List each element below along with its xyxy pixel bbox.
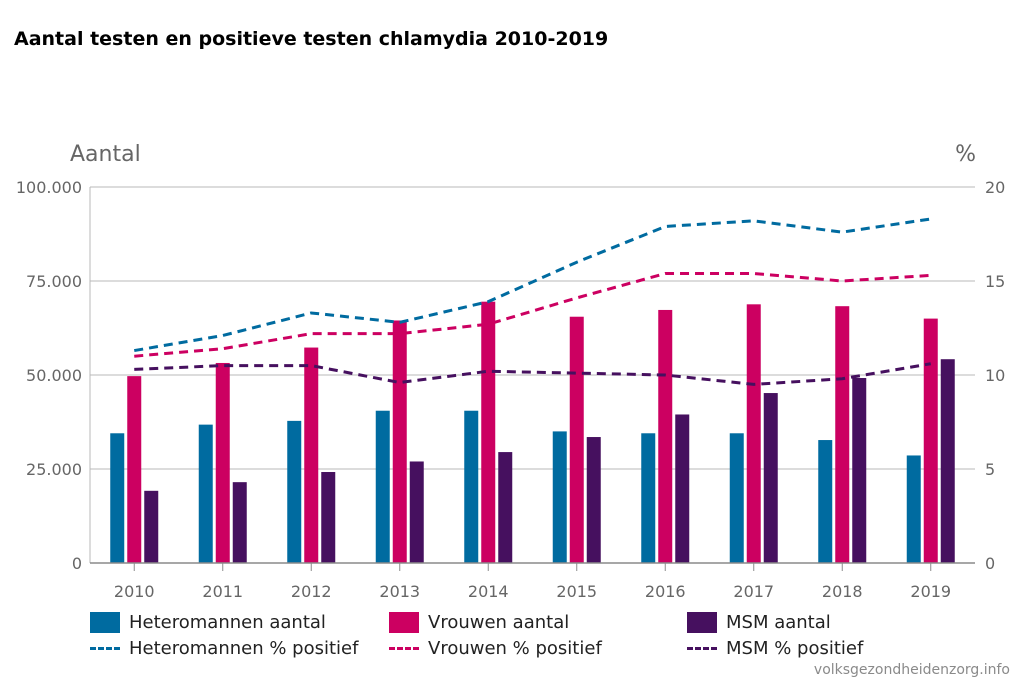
y-tick-label-left: 50.000 xyxy=(26,366,82,385)
legend-item: MSM % positief xyxy=(687,638,863,659)
series-line xyxy=(134,362,932,386)
y-tick-label-right: 0 xyxy=(985,554,995,573)
bar xyxy=(923,318,938,563)
y-axis-title-left: Aantal xyxy=(70,142,141,167)
bar xyxy=(940,359,955,563)
legend-dash xyxy=(687,647,717,650)
x-tick-label: 2013 xyxy=(379,582,420,601)
y-tick-label-left: 0 xyxy=(72,554,82,573)
legend-label: Heteromannen aantal xyxy=(129,612,326,633)
y-tick-label-left: 25.000 xyxy=(26,460,82,479)
y-tick-label-right: 15 xyxy=(985,272,1005,291)
bar xyxy=(375,410,390,563)
x-tick-label: 2011 xyxy=(202,582,243,601)
legend-item: Vrouwen % positief xyxy=(389,638,602,659)
x-tick-label: 2014 xyxy=(468,582,509,601)
bar xyxy=(321,472,336,563)
x-tick-label: 2012 xyxy=(291,582,332,601)
bar xyxy=(287,420,302,563)
legend-item: MSM aantal xyxy=(687,612,831,633)
x-tick-label: 2010 xyxy=(114,582,155,601)
y-tick-label-left: 100.000 xyxy=(16,178,82,197)
y-tick-label-right: 5 xyxy=(985,460,995,479)
legend-item: Heteromannen aantal xyxy=(90,612,326,633)
legend-label: Vrouwen % positief xyxy=(428,638,602,659)
legend-item: Vrouwen aantal xyxy=(389,612,569,633)
bar xyxy=(498,452,513,563)
bar xyxy=(658,309,673,563)
series-line xyxy=(133,217,931,353)
x-tick-label: 2017 xyxy=(733,582,774,601)
legend-swatch xyxy=(687,612,717,633)
bar xyxy=(304,347,319,563)
bar xyxy=(586,437,601,563)
source-credit: volksgezondheidenzorg.info xyxy=(813,662,1010,678)
bar xyxy=(110,433,125,563)
legend-label: MSM aantal xyxy=(726,612,831,633)
legend-label: Vrouwen aantal xyxy=(428,612,570,633)
x-tick-label: 2015 xyxy=(556,582,597,601)
legend-swatch xyxy=(389,612,419,633)
bar xyxy=(675,414,690,563)
legend-dash xyxy=(90,647,120,650)
chart-title: Aantal testen en positieve testen chlamy… xyxy=(14,28,609,50)
bar xyxy=(481,301,496,563)
bar xyxy=(746,304,761,563)
bar xyxy=(569,316,584,563)
x-tick-label: 2018 xyxy=(822,582,863,601)
bar xyxy=(729,433,744,563)
bar xyxy=(906,455,921,563)
bar xyxy=(144,490,159,563)
y-tick-label-left: 75.000 xyxy=(26,272,82,291)
y-axis-title-right: % xyxy=(955,142,976,167)
bar xyxy=(409,461,424,563)
bar xyxy=(232,482,247,563)
bar xyxy=(127,376,142,563)
y-tick-label-right: 10 xyxy=(985,366,1005,385)
x-tick-label: 2016 xyxy=(645,582,686,601)
bar xyxy=(818,440,833,563)
bar xyxy=(215,362,230,563)
bar xyxy=(852,378,867,563)
bar xyxy=(552,431,567,563)
y-tick-label-right: 20 xyxy=(985,178,1005,197)
legend-label: Heteromannen % positief xyxy=(129,638,359,659)
bar xyxy=(763,393,778,563)
x-tick-label: 2019 xyxy=(910,582,951,601)
bar xyxy=(835,306,850,563)
line-marks xyxy=(133,217,932,386)
bar xyxy=(641,433,656,563)
legend-label: MSM % positief xyxy=(726,638,864,659)
legend-swatch xyxy=(90,612,120,633)
bar xyxy=(464,410,479,563)
legend-dash xyxy=(389,647,419,650)
bar xyxy=(198,424,213,563)
legend-item: Heteromannen % positief xyxy=(90,638,358,659)
axes: 0 0 25.000 5 50.000 10 75.000 15 100.000 20 Aantal… xyxy=(16,142,1006,601)
